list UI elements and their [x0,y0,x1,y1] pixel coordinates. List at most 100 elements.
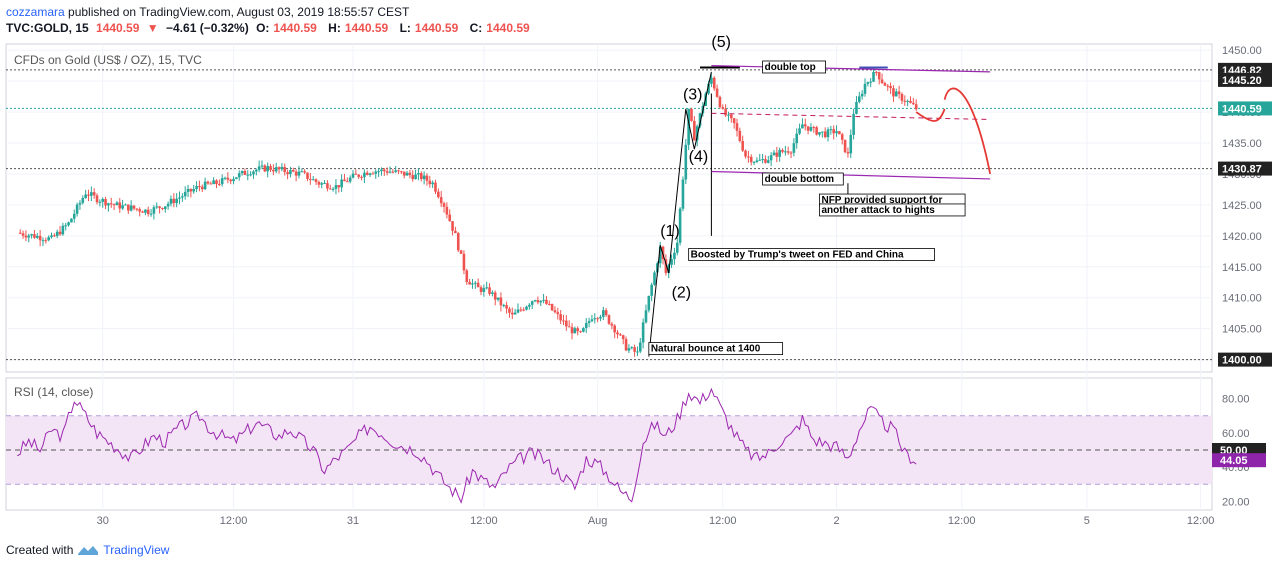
candle [858,96,861,102]
ohlc-h: H: 1440.59 [328,21,389,35]
time-tick-label: 12:00 [709,515,737,527]
wave-label: (1) [660,223,680,240]
candle [41,240,45,242]
candle [801,124,804,129]
rsi-line [17,387,917,504]
candle [678,208,682,243]
candle [61,225,65,235]
candle [892,88,895,97]
candle [394,170,397,172]
candle [47,237,50,241]
candle [602,310,605,317]
candle [38,235,42,241]
author-link[interactable]: cozzamara [6,5,65,19]
candle [772,152,776,156]
candle [300,171,304,173]
candle [838,131,841,135]
candle [422,175,426,180]
candle [385,171,389,173]
candle [368,173,372,175]
candle [465,270,469,282]
candle [374,171,378,174]
candle [528,304,531,307]
candle [843,139,847,153]
candle [573,328,577,334]
candle [405,172,409,176]
candle [621,335,625,340]
candle [747,156,750,158]
candle [101,199,105,202]
candle [710,77,713,84]
tradingview-brand[interactable]: TradingView [103,543,170,557]
candle [855,101,858,114]
candle [175,198,178,204]
candle [860,93,864,97]
candle [863,83,867,94]
candle [351,173,355,178]
candle [909,100,912,103]
candle [112,204,116,206]
candle [320,183,324,185]
candle [206,181,210,184]
candle [565,320,568,327]
candle [866,82,870,84]
candle [203,181,207,190]
candle [542,299,545,301]
candle [570,327,574,334]
candle [189,188,193,192]
candle [169,198,173,204]
candle [439,197,443,204]
ohlc-o: O: 1440.59 [256,21,317,35]
candle [454,230,457,234]
candle [53,235,56,237]
annotation-box [819,203,966,217]
time-tick-label: Aug [588,515,608,527]
price-scale-label: 1430.87 [1222,164,1262,176]
wave-label: (5) [711,34,731,51]
forecast-curve [915,87,992,175]
last-price: 1440.59 [96,21,140,35]
candle [55,231,59,237]
candle [240,170,244,174]
candle [630,347,634,349]
candle [249,174,252,176]
candle [260,165,264,167]
time-tick-label: 12:00 [470,515,498,527]
candle [354,173,358,175]
candle [283,166,287,173]
candle [525,306,528,310]
candle [849,134,853,154]
candle [559,314,562,321]
candle [291,170,295,172]
candle [536,300,540,303]
candle [812,127,816,129]
candle [380,169,383,172]
candle [883,83,887,86]
candle [35,235,39,238]
candle [30,234,33,236]
candle [448,214,452,222]
candle [880,79,884,84]
candle [889,85,892,89]
candle [658,246,662,264]
candle [144,209,147,213]
candle [431,182,434,185]
candle [795,133,799,144]
candle [735,123,739,131]
candle [274,167,278,172]
price-tick-label: 1410.00 [1222,293,1262,305]
rsi-scale-label: 44.05 [1220,455,1248,467]
candle [806,126,810,131]
candle [778,149,781,157]
candle [309,178,312,180]
candle [781,149,784,152]
candle [323,183,326,185]
candle [798,128,801,134]
candle [78,202,82,205]
candle [530,301,534,305]
candle [519,309,523,311]
candle [516,309,520,313]
candle [212,180,215,185]
candle [792,143,796,153]
